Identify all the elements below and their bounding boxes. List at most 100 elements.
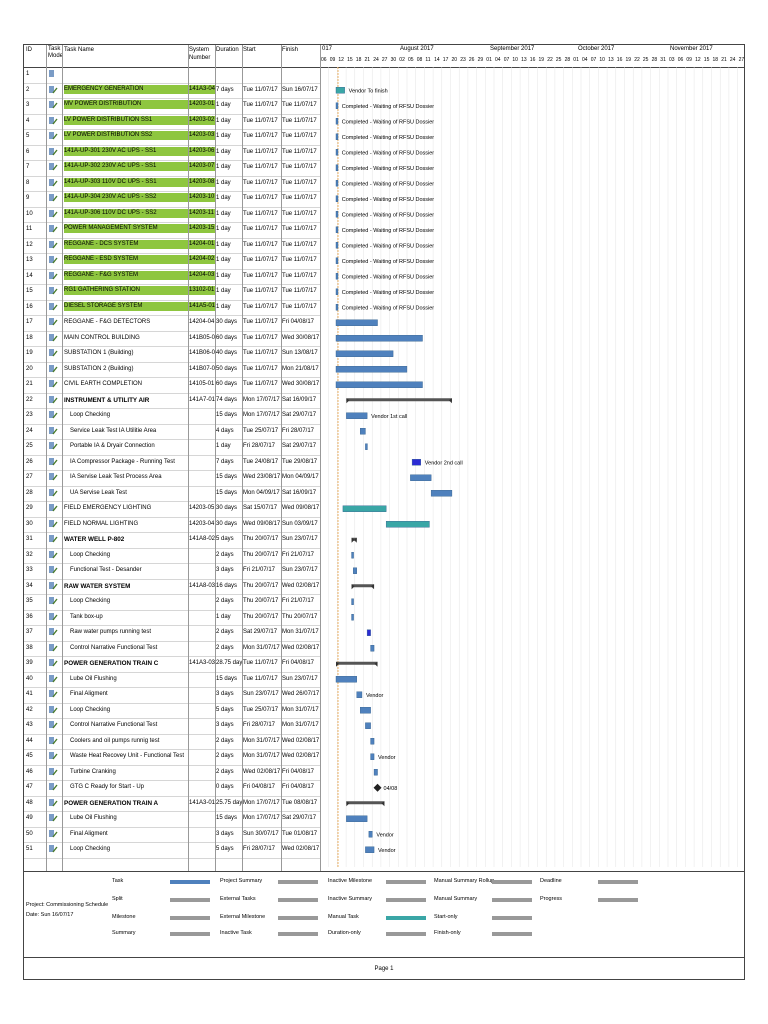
- table-row[interactable]: 19 SUBSTATION 1 (Building) 141B06-0 40 days…: [24, 346, 320, 363]
- task-bar[interactable]: [335, 288, 339, 295]
- table-row[interactable]: 20 SUBSTATION 2 (Building) 141B07-0 50 days…: [24, 362, 320, 378]
- task-bar[interactable]: [368, 831, 373, 838]
- table-row[interactable]: 40 Lube Oil Flushing 15 days Tue 11/07/17 Su…: [24, 672, 320, 688]
- task-bar[interactable]: [335, 273, 339, 280]
- table-row[interactable]: 27 IA Servise Leak Test Process Area 15 da…: [24, 470, 320, 487]
- task-bar[interactable]: [353, 567, 357, 574]
- table-row[interactable]: 45 Waste Heat Recovey Unit - Functional T…: [24, 749, 320, 766]
- task-bar[interactable]: [385, 521, 430, 528]
- table-row[interactable]: 5 LV POWER DISTRIBUTION SS2 14203-03 1 day T…: [24, 129, 320, 146]
- col-task-name[interactable]: Task Name: [64, 47, 95, 53]
- table-row[interactable]: 1: [24, 67, 320, 84]
- task-bar[interactable]: [351, 552, 354, 559]
- table-row[interactable]: 13 REGGANE - ESD SYSTEM 14204-02 1 day Tue 1…: [24, 253, 320, 270]
- task-bar[interactable]: [370, 645, 375, 652]
- col-system-number[interactable]: System Number: [189, 47, 211, 61]
- task-bar[interactable]: [335, 335, 423, 342]
- table-row[interactable]: 7 141A-UP-302 230V AC UPS - SS1 14203-07 1 …: [24, 160, 320, 177]
- task-bar[interactable]: [351, 598, 354, 605]
- task-bar[interactable]: [335, 381, 423, 388]
- table-row[interactable]: 46 Turbine Cranking 2 days Wed 02/08/17 Fri …: [24, 765, 320, 781]
- table-row[interactable]: 24 Service Leak Test IA Utilitie Area 4 da…: [24, 424, 320, 440]
- task-bar[interactable]: [335, 180, 339, 187]
- col-task-mode[interactable]: Task Mode: [48, 46, 64, 59]
- col-id[interactable]: ID: [26, 47, 32, 53]
- task-bar[interactable]: [335, 102, 339, 109]
- col-duration[interactable]: Duration: [216, 47, 239, 53]
- table-row[interactable]: 6 141A-UP-301 230V AC UPS - SS1 14203-06 1 …: [24, 145, 320, 161]
- table-row[interactable]: 41 Final Aligment 3 days Sun 23/07/17 Wed 26…: [24, 687, 320, 704]
- task-bar[interactable]: [335, 164, 339, 171]
- table-row[interactable]: 25 Portable IA & Dryair Connection 1 day Fr…: [24, 439, 320, 456]
- summary-bar[interactable]: [346, 801, 385, 805]
- table-row[interactable]: 28 UA Servise Leak Test 15 days Mon 04/09/1…: [24, 486, 320, 502]
- table-row[interactable]: 8 141A-UP-303 110V DC UPS - SS1 14203-08 1 …: [24, 176, 320, 192]
- task-bar[interactable]: [410, 474, 432, 481]
- table-row[interactable]: 15 RG1 GATHERING STATION 13102-01 1 day Tue …: [24, 284, 320, 301]
- table-row[interactable]: 22 INSTRUMENT & UTILITY AIR 141A7-01 74 day…: [24, 393, 320, 409]
- task-bar[interactable]: [335, 676, 357, 683]
- task-bar[interactable]: [335, 226, 339, 233]
- table-row[interactable]: 21 CIVIL EARTH COMPLETION 14105-01 60 days T…: [24, 377, 320, 394]
- table-row[interactable]: 33 Functional Test - Desander 3 days Fri 21…: [24, 563, 320, 580]
- table-row[interactable]: 32 Loop Checking 2 days Thu 20/07/17 Fri 21/…: [24, 548, 320, 564]
- table-row[interactable]: 9 141A-UP-304 230V AC UPS - SS2 14203-10 1 …: [24, 191, 320, 208]
- col-start[interactable]: Start: [243, 47, 256, 53]
- task-bar[interactable]: [365, 846, 375, 853]
- task-bar[interactable]: [335, 118, 339, 125]
- summary-bar[interactable]: [351, 584, 375, 588]
- table-row[interactable]: 39 POWER GENERATION TRAIN C 141A3-03 28.75 …: [24, 656, 320, 673]
- task-bar[interactable]: [370, 753, 375, 760]
- table-row[interactable]: 31 WATER WELL P-802 141A8-02 5 days Thu 20/0…: [24, 532, 320, 549]
- table-row[interactable]: 16 DIESEL STORAGE SYSTEM 141A5-01 1 day Tue …: [24, 300, 320, 316]
- task-bar[interactable]: [335, 211, 339, 218]
- task-bar[interactable]: [335, 304, 339, 311]
- task-bar[interactable]: [346, 815, 368, 822]
- table-row[interactable]: 35 Loop Checking 2 days Thu 20/07/17 Fri 21/…: [24, 594, 320, 611]
- task-bar[interactable]: [335, 195, 339, 202]
- task-bar[interactable]: [411, 459, 421, 466]
- task-bar[interactable]: [366, 629, 371, 636]
- milestone-marker[interactable]: [373, 783, 382, 792]
- table-row[interactable]: 11 POWER MANAGEMENT SYSTEM 14203-15 1 day Tu…: [24, 222, 320, 239]
- summary-bar[interactable]: [351, 537, 357, 541]
- table-row[interactable]: 10 141A-UP-306 110V DC UPS - SS2 14203-11 1…: [24, 207, 320, 223]
- task-bar[interactable]: [335, 242, 339, 249]
- task-bar[interactable]: [360, 428, 366, 435]
- task-bar[interactable]: [342, 505, 387, 512]
- task-bar[interactable]: [430, 490, 453, 497]
- task-bar[interactable]: [365, 722, 371, 729]
- table-row[interactable]: 29 FIELD EMERGENCY LIGHTING 14203-05 30 day…: [24, 501, 320, 518]
- task-bar[interactable]: [335, 319, 378, 326]
- task-bar[interactable]: [335, 366, 408, 373]
- col-finish[interactable]: Finish: [282, 47, 299, 53]
- task-bar[interactable]: [365, 443, 368, 450]
- task-bar[interactable]: [351, 614, 354, 621]
- task-bar[interactable]: [335, 257, 339, 264]
- table-row[interactable]: 51 Loop Checking 5 days Fri 28/07/17 Wed 02/…: [24, 842, 320, 859]
- table-row[interactable]: 38 Control Narrative Functional Test 2 day…: [24, 641, 320, 657]
- table-row[interactable]: 37 Raw water pumps running test 2 days Sat …: [24, 625, 320, 642]
- table-row[interactable]: 30 FIELD NORMAL LIGHTING 14203-04 30 days We…: [24, 517, 320, 533]
- table-row[interactable]: 42 Loop Checking 5 days Tue 25/07/17 Mon 31/…: [24, 703, 320, 719]
- task-bar[interactable]: [370, 738, 375, 745]
- task-bar[interactable]: [335, 149, 339, 156]
- task-bar[interactable]: [335, 133, 339, 140]
- table-row[interactable]: 4 LV POWER DISTRIBUTION SS1 14203-02 1 day T…: [24, 114, 320, 130]
- table-row[interactable]: 14 REGGANE - F&G SYSTEM 14204-03 1 day Tue 1…: [24, 269, 320, 285]
- table-row[interactable]: 26 IA Compressor Package - Running Test 7 …: [24, 455, 320, 471]
- table-row[interactable]: 47 GTG C Ready for Start - Up 0 days Fri 04…: [24, 780, 320, 797]
- table-row[interactable]: 3 MV POWER DISTRIBUTION 14203-01 1 day Tue 1…: [24, 98, 320, 115]
- task-bar[interactable]: [346, 412, 368, 419]
- summary-bar[interactable]: [336, 661, 378, 665]
- task-bar[interactable]: [360, 707, 371, 714]
- task-bar[interactable]: [335, 350, 394, 357]
- table-row[interactable]: 50 Final Aligment 3 days Sun 30/07/17 Tue 01…: [24, 827, 320, 843]
- task-bar[interactable]: [356, 691, 363, 698]
- table-row[interactable]: 2 EMERGENCY GENERATION 141A3-04 7 days Tue 1…: [24, 83, 320, 99]
- table-row[interactable]: 17 REGGANE - F&G DETECTORS 14204-04 30 days…: [24, 315, 320, 332]
- table-row[interactable]: 18 MAIN CONTROL BUILDING 141B05-0 60 days Tu…: [24, 331, 320, 347]
- task-bar[interactable]: [373, 769, 378, 776]
- table-row[interactable]: 34 RAW WATER SYSTEM 141A8-03 16 days Thu 20/…: [24, 579, 320, 595]
- summary-bar[interactable]: [346, 398, 452, 402]
